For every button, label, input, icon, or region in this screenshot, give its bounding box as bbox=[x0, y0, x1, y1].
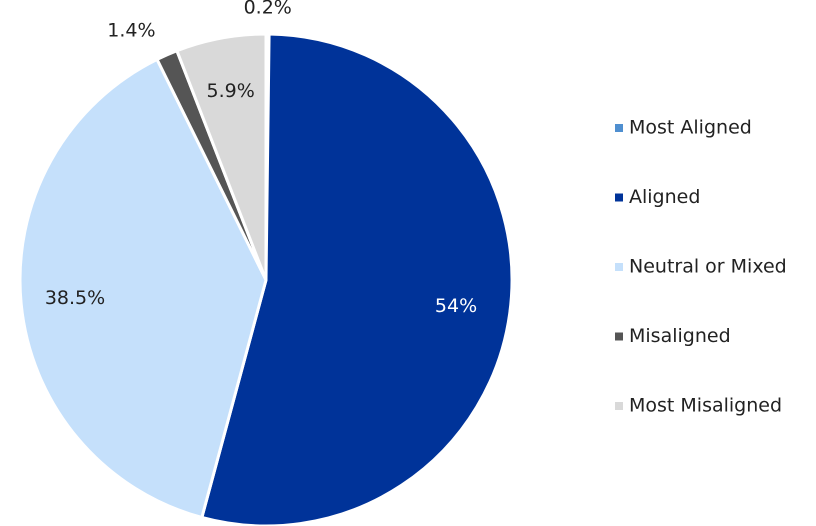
legend-swatch bbox=[615, 332, 623, 341]
data-label: 38.5% bbox=[45, 287, 105, 309]
legend-swatch bbox=[615, 263, 623, 271]
pie-slice bbox=[199, 32, 514, 526]
legend-swatch bbox=[615, 124, 623, 132]
data-label: 54% bbox=[435, 295, 477, 317]
legend-swatch bbox=[615, 193, 623, 202]
data-label: 0.2% bbox=[244, 0, 292, 19]
legend-label: Aligned bbox=[629, 186, 700, 208]
data-label: 1.4% bbox=[107, 20, 155, 42]
pie-slice bbox=[174, 32, 268, 281]
legend-swatch bbox=[615, 402, 623, 410]
legend-label: Most Misaligned bbox=[629, 395, 782, 417]
legend-label: Misaligned bbox=[629, 325, 731, 347]
legend-label: Neutral or Mixed bbox=[629, 256, 787, 278]
data-label: 5.9% bbox=[206, 80, 254, 102]
pie-slice bbox=[18, 57, 268, 520]
legend-label: Most Aligned bbox=[629, 117, 752, 139]
